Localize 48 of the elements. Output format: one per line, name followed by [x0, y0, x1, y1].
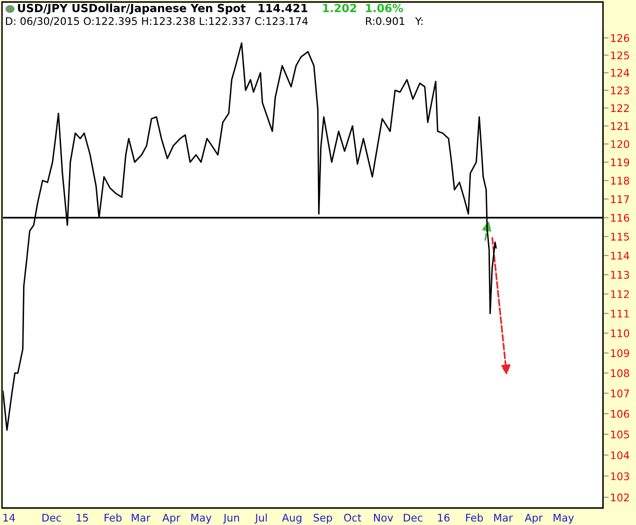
- x-tick-label: Mar: [132, 514, 150, 522]
- y-tick-label: 113: [611, 270, 629, 279]
- y-tick-label: 120: [611, 140, 630, 148]
- y-tick-label: 126: [611, 34, 630, 42]
- y-tick-label: 121: [611, 122, 629, 130]
- x-tick-label: Feb: [466, 514, 483, 522]
- y-tick-label: 123: [611, 86, 629, 94]
- y-tick-label: 109: [611, 349, 630, 358]
- x-tick-label: May: [554, 514, 574, 524]
- x-tick-label: Feb: [104, 514, 122, 522]
- x-tick-label: 16: [438, 514, 450, 522]
- x-tick-label: 15: [76, 514, 88, 522]
- y-tick-label: 116: [611, 214, 630, 222]
- y-tick-label: 118: [611, 176, 630, 185]
- y-tick-label: 117: [611, 195, 629, 203]
- x-tick-label: Mar: [494, 514, 513, 522]
- y-tick-label: 111: [611, 310, 629, 318]
- y-tick-label: 125: [611, 51, 629, 60]
- y-tick-label: 104: [611, 451, 630, 460]
- x-tick-label: Dec: [404, 514, 422, 522]
- y-tick-label: 122: [611, 104, 629, 112]
- x-tick-label: Apr: [162, 514, 180, 524]
- x-tick-label: Dec: [42, 514, 61, 522]
- x-tick-label: Oct: [344, 514, 362, 522]
- y-tick-label: 107: [611, 389, 629, 398]
- y-tick-label: 108: [611, 369, 630, 378]
- y-tick-label: 124: [611, 68, 630, 77]
- text: D: 06/30/2015 O:122.395 H:123.238 L:122.337 C:123.174: [6, 17, 308, 26]
- x-tick-label: 14: [3, 514, 15, 522]
- y-tick-label: 119: [611, 158, 630, 166]
- chart-title: USD/JPY USDollar/Japanese Yen Spot 114.421: [18, 4, 308, 14]
- x-tick-label: Jul: [254, 514, 267, 524]
- y-tick-label: 103: [611, 472, 629, 480]
- x-tick-label: Aug: [282, 514, 302, 524]
- text: R:0.901 Y:: [366, 17, 422, 26]
- y-tick-label: 112: [611, 290, 629, 298]
- y-tick-label: 105: [611, 430, 629, 438]
- y-tick-label: 102: [611, 494, 629, 502]
- text: 1.202 1.06%: [323, 4, 403, 12]
- y-tick-label: 106: [611, 410, 630, 418]
- x-tick-label: Nov: [374, 514, 394, 522]
- y-tick-label: 115: [611, 232, 629, 241]
- y-tick-label: 114: [611, 252, 630, 260]
- x-tick-label: Jun: [223, 514, 239, 524]
- x-tick-label: Apr: [524, 514, 543, 524]
- x-tick-label: May: [191, 514, 212, 524]
- x-tick-label: Sep: [314, 514, 332, 524]
- y-tick-label: 110: [611, 329, 630, 338]
